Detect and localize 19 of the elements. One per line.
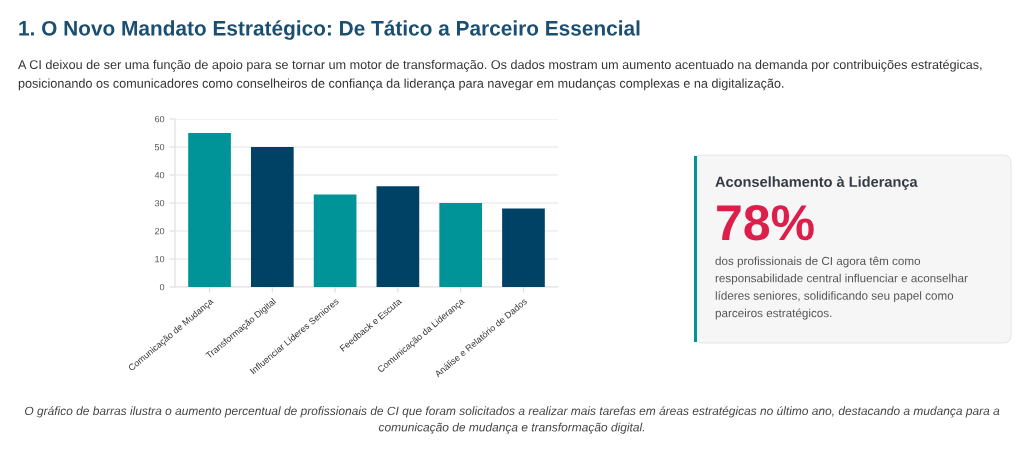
y-tick-label: 50 [154,143,165,151]
text: 78% [717,205,814,241]
y-tick-label: 20 [155,227,165,235]
y-tick-label: 0 [159,283,165,291]
bar [188,133,231,287]
text: dos profissionais de CI agora têm como responsabilidade central influenciar e aconselhar líderes seniores, solidificando seu papel como parceiros estratégicos. [715,256,968,320]
chart-subtitle: A CI deixou de ser uma função de apoio para se tornar um motor de transformação. Os dados mostram um aumento acentuado na demanda por contribuições estratégicas, posicionando os comunicadores como conselheiros de confiança da liderança para navegar em mudanças complexas e na digitalização. [18,59,982,91]
y-tick-label: 10 [155,255,165,263]
bar [502,208,545,287]
text: Aconselhamento à Liderança [715,176,918,190]
bar [376,186,420,287]
y-tick-label: 60 [155,115,165,123]
chart-title: 1. O Novo Mandato Estratégico: De Tático a Parceiro Essencial [19,20,640,40]
bar [313,194,357,287]
y-tick-label: 40 [154,171,165,179]
bar [439,203,483,287]
bar [250,147,294,287]
text: O gráfico de barras ilustra o aumento percentual de profissionais de CI que foram solicitados a realizar mais tarefas em áreas estratégicas no último ano, destacando a mudança para a comunicação de mudança e transformação digital. [25,406,1000,434]
y-tick-label: 30 [154,199,165,207]
